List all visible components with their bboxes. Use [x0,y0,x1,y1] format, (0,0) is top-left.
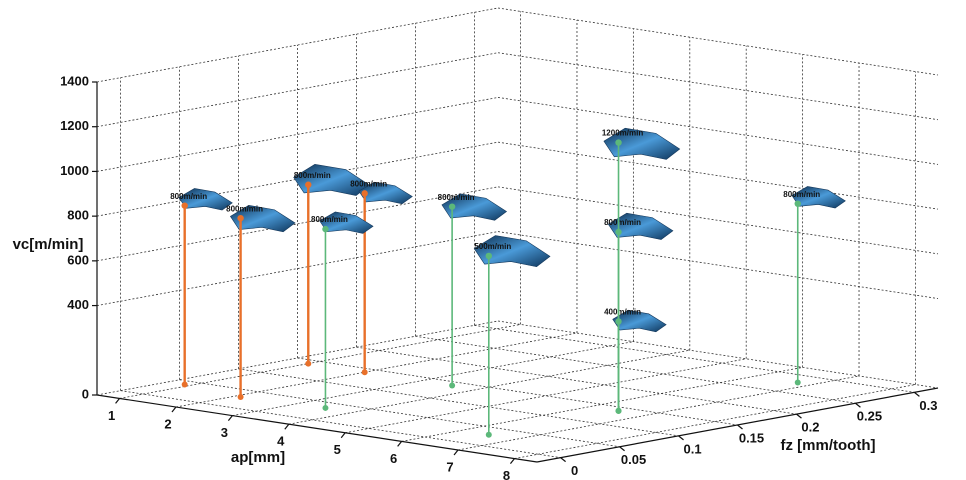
x-tick-label: 7 [446,459,453,474]
value-label: 800m/min [311,215,348,224]
axis-line [97,395,537,462]
grid-line [498,97,938,164]
grid-line [498,53,938,120]
value-label: 800m/min [604,218,641,227]
tick-mark [510,459,514,464]
stem-base [238,394,244,400]
tick-mark [561,458,566,462]
stem-base [449,383,455,389]
tick-mark [341,433,345,438]
stem-base [305,361,311,367]
z-axis-label: vc[m/min] [13,236,84,253]
z-tick-label: 800 [67,208,89,223]
tick-mark [116,398,120,403]
stem-point [449,203,455,209]
stem-point [305,182,311,188]
y-tick-label: 0 [571,463,578,478]
z-tick-label: 1200 [60,118,89,133]
x-tick-label: 6 [390,451,397,466]
grid-line [498,187,938,254]
grid-line [176,333,577,407]
y-tick-label: 0.25 [857,409,882,424]
stem-base [616,408,622,414]
value-label: 800m/min [783,190,820,199]
y-tick-label: 0.15 [739,430,764,445]
value-label: 800m/min [294,171,331,180]
y-axis-label: fz [mm/tooth] [781,437,876,454]
value-label: 800m/min [438,193,475,202]
stem-base [795,380,801,386]
stem-base [322,405,328,411]
stem-base [182,382,188,388]
y-tick-label: 0.2 [801,420,819,435]
value-label: 1200m/min [602,129,643,138]
grid-line [498,8,938,75]
tick-mark [454,450,458,455]
x-tick-label: 2 [164,416,171,431]
z-tick-label: 400 [67,297,89,312]
stem-point [486,253,492,259]
tick-mark [285,424,289,429]
tick-mark [855,403,860,407]
value-label: 800m/min [170,192,207,201]
x-tick-label: 8 [503,468,510,480]
tick-mark [796,414,801,418]
stem-base [362,369,368,375]
tick-mark [738,425,743,429]
grid-line [498,142,938,209]
x-axis-label: ap[mm] [231,449,285,466]
z-tick-label: 1400 [60,73,89,88]
stem-point [322,226,328,232]
stem-point [795,200,801,206]
value-label: 800m/min [226,204,263,213]
x-tick-label: 5 [334,442,341,457]
value-label: 500m/min [474,242,511,251]
value-label: 800m/min [350,179,387,188]
tick-mark [620,447,625,451]
tick-mark [398,441,402,446]
y-tick-label: 0.3 [919,398,937,413]
x-tick-label: 1 [108,408,115,423]
z-tick-label: 600 [67,252,89,267]
stem-point [237,215,243,221]
chip-image [474,236,550,267]
y-tick-label: 0.05 [621,452,646,467]
stem-point [181,202,187,208]
tick-mark [172,407,176,412]
y-tick-label: 0.1 [683,441,701,456]
x-tick-label: 3 [221,425,228,440]
grid-line [345,359,746,433]
stem-point [361,190,367,196]
value-label: 400m/min [604,308,641,317]
tick-mark [228,416,232,421]
grid-line [498,232,938,299]
x-tick-label: 4 [277,434,285,449]
z-tick-label: 1000 [60,163,89,178]
tick-mark [914,392,919,396]
tick-mark [679,436,684,440]
stem-point [615,139,621,145]
z-tick-label: 0 [82,386,89,401]
stem-base [486,432,492,438]
chart: vc[m/min] ap[mm] fz [mm/tooth] 040060080… [0,0,966,480]
